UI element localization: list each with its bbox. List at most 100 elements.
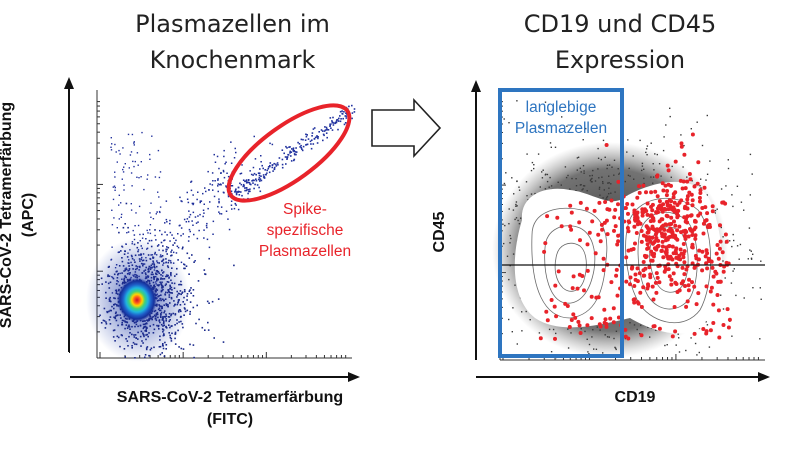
scatter-dot [644,224,649,229]
scatter-dot [288,146,290,148]
scatter-dot [161,352,163,354]
scatter-dot [306,143,309,146]
scatter-dot [627,139,629,141]
scatter-dot [149,153,151,156]
scatter-dot [187,240,190,242]
scatter-dot [172,312,175,315]
scatter-dot [598,324,603,329]
scatter-dot [644,254,649,259]
scatter-dot [147,335,149,338]
right-arrow-icon [371,97,442,159]
scatter-dot [159,345,162,348]
scatter-dot [241,194,243,197]
scatter-dot [276,162,279,164]
scatter-dot [196,304,198,307]
scatter-dot [682,215,687,220]
scatter-dot [635,266,640,271]
scatter-dot [250,173,253,176]
scatter-dot [575,178,577,180]
scatter-dot [132,229,134,232]
scatter-dot [750,258,753,260]
scatter-dot [517,219,519,222]
scatter-dot [246,188,248,191]
scatter-dot [323,134,325,137]
scatter-dot [150,216,152,218]
scatter-dot [332,124,335,126]
scatter-dot [218,167,220,170]
scatter-dot [163,333,165,335]
scatter-dot [236,191,238,193]
scatter-dot [170,297,173,300]
scatter-dot [147,268,149,271]
scatter-dot [161,275,164,277]
scatter-dot [152,332,155,334]
scatter-dot [156,311,159,314]
scatter-dot [257,172,260,174]
scatter-dot [646,282,650,287]
scatter-dot [161,255,164,257]
scatter-dot [290,151,293,153]
scatter-dot [164,316,167,318]
scatter-dot [157,278,160,281]
scatter-dot [275,165,278,167]
scatter-dot [516,100,518,102]
scatter-dot [169,319,171,321]
scatter-dot [161,269,163,272]
scatter-dot [322,139,324,142]
scatter-dot [656,238,661,243]
scatter-dot [285,145,287,148]
scatter-dot [204,273,207,276]
scatter-dot [163,311,165,314]
scatter-dot [624,279,629,284]
scatter-dot [266,169,268,172]
scatter-dot [292,149,294,152]
scatter-dot [759,287,761,289]
scatter-dot [269,162,272,164]
scatter-dot [615,330,618,332]
scatter-dot [189,313,191,315]
scatter-dot [518,189,521,191]
scatter-dot [204,187,206,189]
left-title-line-1: Plasmazellen im [135,10,330,38]
scatter-dot [597,147,599,150]
scatter-dot [161,233,163,236]
scatter-dot [247,179,250,181]
scatter-dot [107,275,109,278]
scatter-dot [599,329,601,331]
scatter-dot [716,256,721,261]
scatter-dot [156,277,158,280]
scatter-dot [720,188,723,190]
scatter-dot [158,196,160,198]
scatter-dot [156,297,158,299]
scatter-dot [273,162,275,165]
scatter-dot [684,267,689,272]
scatter-dot [260,161,262,163]
scatter-dot [665,189,670,193]
scatter-dot [235,204,237,206]
scatter-dot [300,138,303,141]
scatter-dot [120,213,123,216]
scatter-dot [124,223,126,225]
scatter-dot [197,221,199,223]
scatter-dot [159,321,161,324]
scatter-dot [313,138,316,140]
scatter-dot [183,307,186,309]
scatter-dot [313,127,316,129]
scatter-dot [726,325,731,330]
scatter-dot [711,321,716,325]
scatter-dot [633,324,636,326]
scatter-dot [165,344,168,346]
scatter-dot [602,139,605,142]
scatter-dot [114,317,117,320]
scatter-dot [632,297,637,302]
scatter-dot [126,340,129,342]
left-panel-title: Plasmazellen im Knochenmark [100,6,365,78]
scatter-dot [161,260,163,262]
scatter-dot [723,232,728,237]
scatter-dot [145,330,148,332]
scatter-dot [156,279,158,282]
scatter-dot [230,200,233,202]
scatter-dot [110,300,112,303]
scatter-dot [663,136,665,138]
scatter-dot [686,234,691,239]
